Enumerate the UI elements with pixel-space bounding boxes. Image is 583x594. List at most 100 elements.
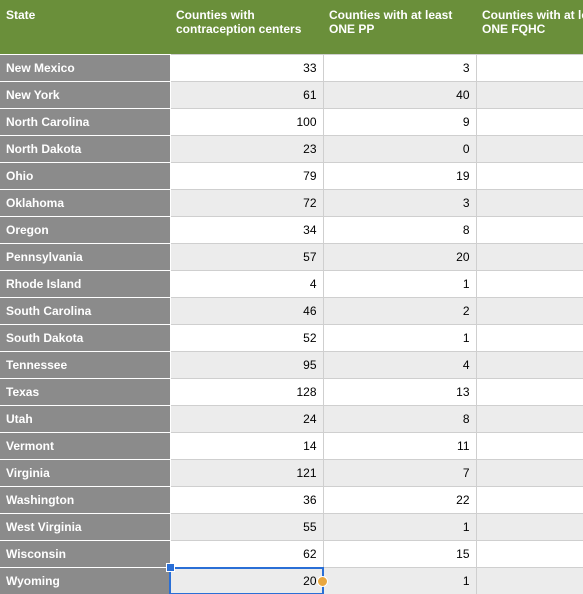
table-row: New York614045	[0, 82, 583, 109]
row-header-cell[interactable]: North Dakota	[0, 136, 170, 163]
data-cell[interactable]: 28	[476, 487, 583, 514]
data-cell[interactable]: 6	[476, 568, 583, 594]
data-cell[interactable]: 13	[323, 379, 476, 406]
data-cell[interactable]: 4	[476, 271, 583, 298]
data-cell[interactable]: 7	[323, 460, 476, 487]
row-header-cell[interactable]: South Dakota	[0, 325, 170, 352]
data-cell[interactable]: 43	[476, 244, 583, 271]
row-header-cell[interactable]: Washington	[0, 487, 170, 514]
data-cell[interactable]: 28	[476, 325, 583, 352]
data-cell[interactable]: 128	[170, 379, 323, 406]
row-header-cell[interactable]: Rhode Island	[0, 271, 170, 298]
data-cell[interactable]: 109	[476, 379, 583, 406]
data-cell[interactable]: 121	[170, 460, 323, 487]
data-cell[interactable]: 19	[323, 163, 476, 190]
data-cell[interactable]: 9	[323, 109, 476, 136]
data-cell[interactable]: 68	[476, 460, 583, 487]
data-cell[interactable]: 20	[170, 568, 323, 594]
table-row: South Dakota52128	[0, 325, 583, 352]
table-row: Texas12813109	[0, 379, 583, 406]
row-header-cell[interactable]: West Virginia	[0, 514, 170, 541]
data-cell[interactable]: 40	[476, 298, 583, 325]
row-header-cell[interactable]: New Mexico	[0, 55, 170, 82]
data-cell[interactable]: 23	[170, 136, 323, 163]
data-cell[interactable]: 55	[170, 514, 323, 541]
row-header-cell[interactable]: Ohio	[0, 163, 170, 190]
data-cell[interactable]: 1	[323, 271, 476, 298]
data-cell[interactable]: 52	[170, 325, 323, 352]
data-cell[interactable]: 33	[476, 190, 583, 217]
row-header-cell[interactable]: Texas	[0, 379, 170, 406]
table-row: Washington362228	[0, 487, 583, 514]
data-cell[interactable]: 79	[170, 163, 323, 190]
data-cell[interactable]: 62	[170, 541, 323, 568]
data-cell[interactable]: 2	[323, 298, 476, 325]
table-header: State Counties with contraception center…	[0, 0, 583, 55]
col-header-contraception[interactable]: Counties with contraception centers	[170, 0, 323, 55]
selection-handle-icon[interactable]	[166, 563, 175, 572]
row-header-cell[interactable]: Wisconsin	[0, 541, 170, 568]
data-cell[interactable]: 36	[170, 487, 323, 514]
data-cell[interactable]: 33	[170, 55, 323, 82]
data-cell[interactable]: 20	[323, 244, 476, 271]
data-cell[interactable]: 1	[323, 514, 476, 541]
data-cell[interactable]: 3	[323, 190, 476, 217]
data-cell[interactable]: 3	[323, 55, 476, 82]
table-row: North Carolina100964	[0, 109, 583, 136]
table-row: Pennsylvania572043	[0, 244, 583, 271]
data-cell[interactable]: 22	[323, 487, 476, 514]
data-cell[interactable]: 1	[323, 568, 476, 594]
data-cell[interactable]: 14	[170, 433, 323, 460]
col-header-pp[interactable]: Counties with at least ONE PP	[323, 0, 476, 55]
col-header-fqhc[interactable]: Counties with at least ONE FQHC	[476, 0, 583, 55]
data-table: State Counties with contraception center…	[0, 0, 583, 594]
row-header-cell[interactable]: Wyoming	[0, 568, 170, 594]
data-cell[interactable]: 61	[170, 82, 323, 109]
table-row: Virginia121768	[0, 460, 583, 487]
row-header-cell[interactable]: Utah	[0, 406, 170, 433]
data-cell[interactable]: 11	[323, 433, 476, 460]
data-cell[interactable]: 30	[476, 55, 583, 82]
table-row: Oklahoma72333	[0, 190, 583, 217]
table-row: Ohio791959	[0, 163, 583, 190]
table-row: Wisconsin621524	[0, 541, 583, 568]
data-cell[interactable]: 64	[476, 109, 583, 136]
data-cell[interactable]: 34	[170, 217, 323, 244]
row-header-cell[interactable]: South Carolina	[0, 298, 170, 325]
selection-fill-handle-icon[interactable]	[317, 576, 328, 587]
data-cell[interactable]: 4	[170, 271, 323, 298]
data-cell[interactable]: 1	[323, 325, 476, 352]
row-header-cell[interactable]: Virginia	[0, 460, 170, 487]
data-cell[interactable]: 24	[170, 406, 323, 433]
data-cell[interactable]: 8	[323, 217, 476, 244]
data-cell[interactable]: 57	[170, 244, 323, 271]
row-header-cell[interactable]: Oregon	[0, 217, 170, 244]
row-header-cell[interactable]: New York	[0, 82, 170, 109]
row-header-cell[interactable]: Pennsylvania	[0, 244, 170, 271]
row-header-cell[interactable]: Vermont	[0, 433, 170, 460]
table-row: South Carolina46240	[0, 298, 583, 325]
data-cell[interactable]: 4	[323, 352, 476, 379]
data-cell[interactable]: 46	[170, 298, 323, 325]
data-cell[interactable]: 8	[476, 136, 583, 163]
data-cell[interactable]: 0	[323, 136, 476, 163]
data-cell[interactable]: 48	[476, 514, 583, 541]
data-cell[interactable]: 100	[170, 109, 323, 136]
data-cell[interactable]: 66	[476, 352, 583, 379]
col-header-state[interactable]: State	[0, 0, 170, 55]
data-cell[interactable]: 59	[476, 163, 583, 190]
data-cell[interactable]: 24	[476, 541, 583, 568]
row-header-cell[interactable]: North Carolina	[0, 109, 170, 136]
table-row: New Mexico33330	[0, 55, 583, 82]
data-cell[interactable]: 45	[476, 82, 583, 109]
row-header-cell[interactable]: Tennessee	[0, 352, 170, 379]
data-cell[interactable]: 15	[476, 406, 583, 433]
data-cell[interactable]: 8	[323, 406, 476, 433]
row-header-cell[interactable]: Oklahoma	[0, 190, 170, 217]
data-cell[interactable]: 28	[476, 217, 583, 244]
data-cell[interactable]: 95	[170, 352, 323, 379]
data-cell[interactable]: 72	[170, 190, 323, 217]
data-cell[interactable]: 15	[323, 541, 476, 568]
data-cell[interactable]: 13	[476, 433, 583, 460]
data-cell[interactable]: 40	[323, 82, 476, 109]
